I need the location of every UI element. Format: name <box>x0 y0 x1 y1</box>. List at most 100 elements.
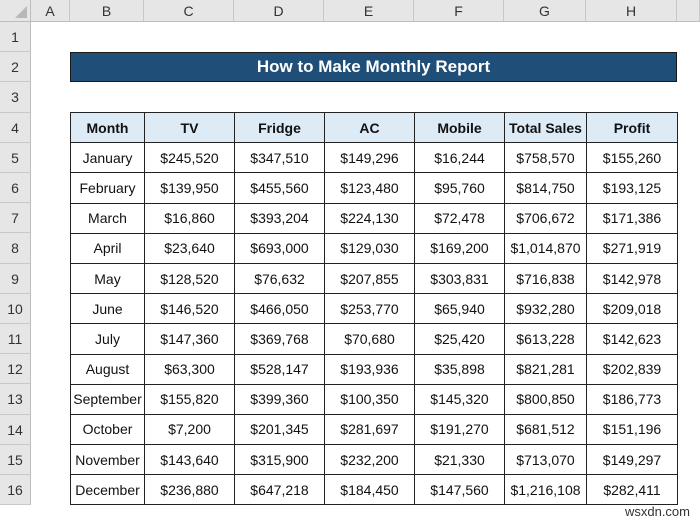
month-cell[interactable]: March <box>70 202 145 234</box>
value-cell[interactable]: $128,520 <box>144 262 235 295</box>
value-cell[interactable]: $706,672 <box>504 202 587 234</box>
value-cell[interactable]: $145,320 <box>414 383 505 415</box>
value-cell[interactable]: $95,760 <box>414 172 505 204</box>
value-cell[interactable]: $23,640 <box>144 232 235 264</box>
value-cell[interactable]: $16,860 <box>144 202 235 234</box>
report-title[interactable]: How to Make Monthly Report <box>70 52 677 82</box>
value-cell[interactable]: $149,296 <box>324 142 415 174</box>
value-cell[interactable]: $315,900 <box>234 444 325 476</box>
row-header-14[interactable]: 14 <box>0 414 31 445</box>
value-cell[interactable]: $142,623 <box>586 323 678 355</box>
select-all-button[interactable] <box>0 0 31 22</box>
value-cell[interactable]: $207,855 <box>324 262 415 295</box>
value-cell[interactable]: $155,820 <box>144 383 235 415</box>
month-cell[interactable]: August <box>70 353 145 385</box>
value-cell[interactable]: $151,196 <box>586 413 678 446</box>
row-header-16[interactable]: 16 <box>0 475 31 506</box>
header-cell[interactable]: Profit <box>586 111 678 144</box>
month-cell[interactable]: July <box>70 323 145 355</box>
value-cell[interactable]: $129,030 <box>324 232 415 264</box>
value-cell[interactable]: $25,420 <box>414 323 505 355</box>
value-cell[interactable]: $149,297 <box>586 444 678 476</box>
value-cell[interactable]: $613,228 <box>504 323 587 355</box>
value-cell[interactable]: $143,640 <box>144 444 235 476</box>
value-cell[interactable]: $35,898 <box>414 353 505 385</box>
month-cell[interactable]: September <box>70 383 145 415</box>
row-header-5[interactable]: 5 <box>0 142 31 173</box>
value-cell[interactable]: $65,940 <box>414 293 505 325</box>
header-cell[interactable]: Mobile <box>414 111 505 144</box>
value-cell[interactable]: $245,520 <box>144 142 235 174</box>
value-cell[interactable]: $201,345 <box>234 413 325 446</box>
value-cell[interactable]: $100,350 <box>324 383 415 415</box>
column-header-A[interactable]: A <box>31 0 70 22</box>
value-cell[interactable]: $932,280 <box>504 293 587 325</box>
value-cell[interactable]: $232,200 <box>324 444 415 476</box>
value-cell[interactable]: $821,281 <box>504 353 587 385</box>
column-header-D[interactable]: D <box>234 0 324 22</box>
row-header-10[interactable]: 10 <box>0 293 31 324</box>
row-header-3[interactable]: 3 <box>0 82 31 113</box>
value-cell[interactable]: $236,880 <box>144 474 235 506</box>
row-header-13[interactable]: 13 <box>0 384 31 415</box>
value-cell[interactable]: $303,831 <box>414 262 505 295</box>
row-header-15[interactable]: 15 <box>0 444 31 475</box>
column-header-B[interactable]: B <box>70 0 144 22</box>
value-cell[interactable]: $7,200 <box>144 413 235 446</box>
value-cell[interactable]: $193,125 <box>586 172 678 204</box>
value-cell[interactable]: $184,450 <box>324 474 415 506</box>
value-cell[interactable]: $186,773 <box>586 383 678 415</box>
value-cell[interactable]: $147,360 <box>144 323 235 355</box>
value-cell[interactable]: $800,850 <box>504 383 587 415</box>
value-cell[interactable]: $271,919 <box>586 232 678 264</box>
header-cell[interactable]: Fridge <box>234 111 325 144</box>
row-header-4[interactable]: 4 <box>0 112 31 143</box>
value-cell[interactable]: $281,697 <box>324 413 415 446</box>
month-cell[interactable]: January <box>70 142 145 174</box>
value-cell[interactable]: $693,000 <box>234 232 325 264</box>
header-cell[interactable]: Month <box>70 111 145 144</box>
value-cell[interactable]: $63,300 <box>144 353 235 385</box>
value-cell[interactable]: $369,768 <box>234 323 325 355</box>
column-header-C[interactable]: C <box>144 0 234 22</box>
column-header-blank[interactable] <box>677 0 700 22</box>
column-header-E[interactable]: E <box>324 0 414 22</box>
month-cell[interactable]: November <box>70 444 145 476</box>
column-header-G[interactable]: G <box>504 0 586 22</box>
month-cell[interactable]: May <box>70 262 145 295</box>
row-header-12[interactable]: 12 <box>0 354 31 385</box>
value-cell[interactable]: $399,360 <box>234 383 325 415</box>
row-header-6[interactable]: 6 <box>0 173 31 204</box>
value-cell[interactable]: $191,270 <box>414 413 505 446</box>
value-cell[interactable]: $171,386 <box>586 202 678 234</box>
value-cell[interactable]: $142,978 <box>586 262 678 295</box>
row-header-8[interactable]: 8 <box>0 233 31 264</box>
month-cell[interactable]: December <box>70 474 145 506</box>
value-cell[interactable]: $253,770 <box>324 293 415 325</box>
header-cell[interactable]: TV <box>144 111 235 144</box>
value-cell[interactable]: $155,260 <box>586 142 678 174</box>
value-cell[interactable]: $1,014,870 <box>504 232 587 264</box>
row-header-7[interactable]: 7 <box>0 203 31 234</box>
month-cell[interactable]: February <box>70 172 145 204</box>
header-cell[interactable]: Total Sales <box>504 111 587 144</box>
value-cell[interactable]: $814,750 <box>504 172 587 204</box>
value-cell[interactable]: $123,480 <box>324 172 415 204</box>
month-cell[interactable]: June <box>70 293 145 325</box>
value-cell[interactable]: $224,130 <box>324 202 415 234</box>
value-cell[interactable]: $16,244 <box>414 142 505 174</box>
row-header-2[interactable]: 2 <box>0 52 31 83</box>
row-header-11[interactable]: 11 <box>0 324 31 355</box>
value-cell[interactable]: $716,838 <box>504 262 587 295</box>
value-cell[interactable]: $146,520 <box>144 293 235 325</box>
value-cell[interactable]: $347,510 <box>234 142 325 174</box>
value-cell[interactable]: $209,018 <box>586 293 678 325</box>
value-cell[interactable]: $169,200 <box>414 232 505 264</box>
column-header-F[interactable]: F <box>414 0 504 22</box>
value-cell[interactable]: $758,570 <box>504 142 587 174</box>
value-cell[interactable]: $147,560 <box>414 474 505 506</box>
value-cell[interactable]: $76,632 <box>234 262 325 295</box>
row-header-1[interactable]: 1 <box>0 22 31 53</box>
value-cell[interactable]: $528,147 <box>234 353 325 385</box>
value-cell[interactable]: $393,204 <box>234 202 325 234</box>
